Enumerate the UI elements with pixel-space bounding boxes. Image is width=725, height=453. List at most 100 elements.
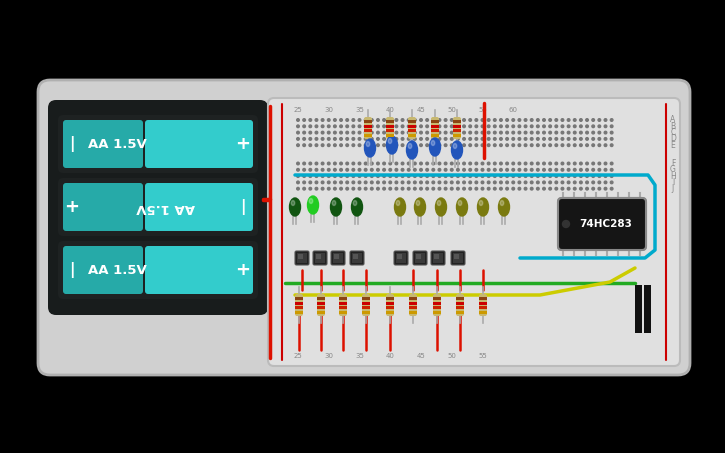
Circle shape bbox=[518, 181, 521, 184]
Circle shape bbox=[334, 175, 336, 178]
Circle shape bbox=[352, 138, 355, 140]
Circle shape bbox=[524, 125, 527, 128]
Bar bbox=[317, 306, 325, 309]
Circle shape bbox=[463, 144, 465, 146]
Text: 30: 30 bbox=[324, 107, 334, 113]
Circle shape bbox=[457, 181, 459, 184]
Circle shape bbox=[438, 169, 441, 171]
Circle shape bbox=[610, 138, 613, 140]
Circle shape bbox=[469, 162, 471, 165]
Circle shape bbox=[506, 188, 508, 190]
Circle shape bbox=[543, 125, 545, 128]
Circle shape bbox=[506, 131, 508, 134]
Circle shape bbox=[432, 119, 434, 121]
Circle shape bbox=[512, 188, 515, 190]
Bar bbox=[479, 306, 487, 309]
Circle shape bbox=[334, 125, 336, 128]
Bar bbox=[362, 306, 370, 309]
FancyBboxPatch shape bbox=[268, 98, 680, 366]
Circle shape bbox=[328, 169, 330, 171]
Circle shape bbox=[567, 175, 570, 178]
Circle shape bbox=[383, 125, 386, 128]
Text: 55: 55 bbox=[478, 353, 487, 359]
Circle shape bbox=[536, 162, 539, 165]
Circle shape bbox=[512, 181, 515, 184]
Circle shape bbox=[413, 131, 416, 134]
Circle shape bbox=[573, 169, 576, 171]
Circle shape bbox=[506, 144, 508, 146]
Circle shape bbox=[592, 162, 594, 165]
Circle shape bbox=[563, 221, 570, 227]
Ellipse shape bbox=[457, 198, 468, 216]
Bar bbox=[353, 254, 358, 259]
Circle shape bbox=[358, 181, 361, 184]
Circle shape bbox=[438, 175, 441, 178]
Circle shape bbox=[549, 138, 552, 140]
Circle shape bbox=[438, 138, 441, 140]
Circle shape bbox=[420, 175, 422, 178]
Circle shape bbox=[395, 175, 398, 178]
Circle shape bbox=[358, 162, 361, 165]
Circle shape bbox=[321, 119, 324, 121]
Circle shape bbox=[321, 188, 324, 190]
Circle shape bbox=[377, 162, 379, 165]
Circle shape bbox=[432, 188, 434, 190]
Circle shape bbox=[315, 125, 318, 128]
Circle shape bbox=[536, 181, 539, 184]
Circle shape bbox=[573, 119, 576, 121]
Bar bbox=[409, 310, 417, 313]
Circle shape bbox=[586, 125, 589, 128]
Circle shape bbox=[500, 175, 502, 178]
Circle shape bbox=[610, 125, 613, 128]
Circle shape bbox=[383, 144, 386, 146]
Circle shape bbox=[444, 188, 447, 190]
Circle shape bbox=[401, 169, 404, 171]
Text: +: + bbox=[236, 261, 251, 279]
Circle shape bbox=[346, 119, 349, 121]
Circle shape bbox=[573, 162, 576, 165]
Circle shape bbox=[610, 119, 613, 121]
Circle shape bbox=[524, 188, 527, 190]
Circle shape bbox=[340, 188, 342, 190]
Circle shape bbox=[518, 138, 521, 140]
Circle shape bbox=[579, 175, 582, 178]
Circle shape bbox=[524, 144, 527, 146]
Circle shape bbox=[321, 181, 324, 184]
Circle shape bbox=[469, 188, 471, 190]
Circle shape bbox=[579, 119, 582, 121]
Circle shape bbox=[475, 144, 478, 146]
Bar bbox=[453, 125, 461, 128]
Circle shape bbox=[543, 169, 545, 171]
Circle shape bbox=[555, 125, 558, 128]
Ellipse shape bbox=[366, 141, 370, 146]
Circle shape bbox=[444, 138, 447, 140]
FancyBboxPatch shape bbox=[63, 183, 143, 231]
Circle shape bbox=[383, 131, 386, 134]
Circle shape bbox=[432, 125, 434, 128]
Bar bbox=[364, 120, 372, 123]
Circle shape bbox=[358, 169, 361, 171]
Circle shape bbox=[531, 119, 533, 121]
Circle shape bbox=[592, 144, 594, 146]
Circle shape bbox=[494, 119, 496, 121]
Circle shape bbox=[309, 162, 312, 165]
Ellipse shape bbox=[352, 198, 362, 216]
Circle shape bbox=[413, 125, 416, 128]
Circle shape bbox=[457, 119, 459, 121]
Circle shape bbox=[401, 119, 404, 121]
Circle shape bbox=[592, 175, 594, 178]
Circle shape bbox=[309, 144, 312, 146]
Circle shape bbox=[407, 181, 410, 184]
Circle shape bbox=[567, 144, 570, 146]
Circle shape bbox=[395, 144, 398, 146]
Circle shape bbox=[438, 181, 441, 184]
Circle shape bbox=[358, 144, 361, 146]
Circle shape bbox=[604, 188, 607, 190]
Circle shape bbox=[426, 131, 428, 134]
Circle shape bbox=[365, 125, 367, 128]
Circle shape bbox=[297, 131, 299, 134]
Bar bbox=[386, 134, 394, 137]
Circle shape bbox=[309, 138, 312, 140]
Circle shape bbox=[426, 125, 428, 128]
Circle shape bbox=[457, 169, 459, 171]
